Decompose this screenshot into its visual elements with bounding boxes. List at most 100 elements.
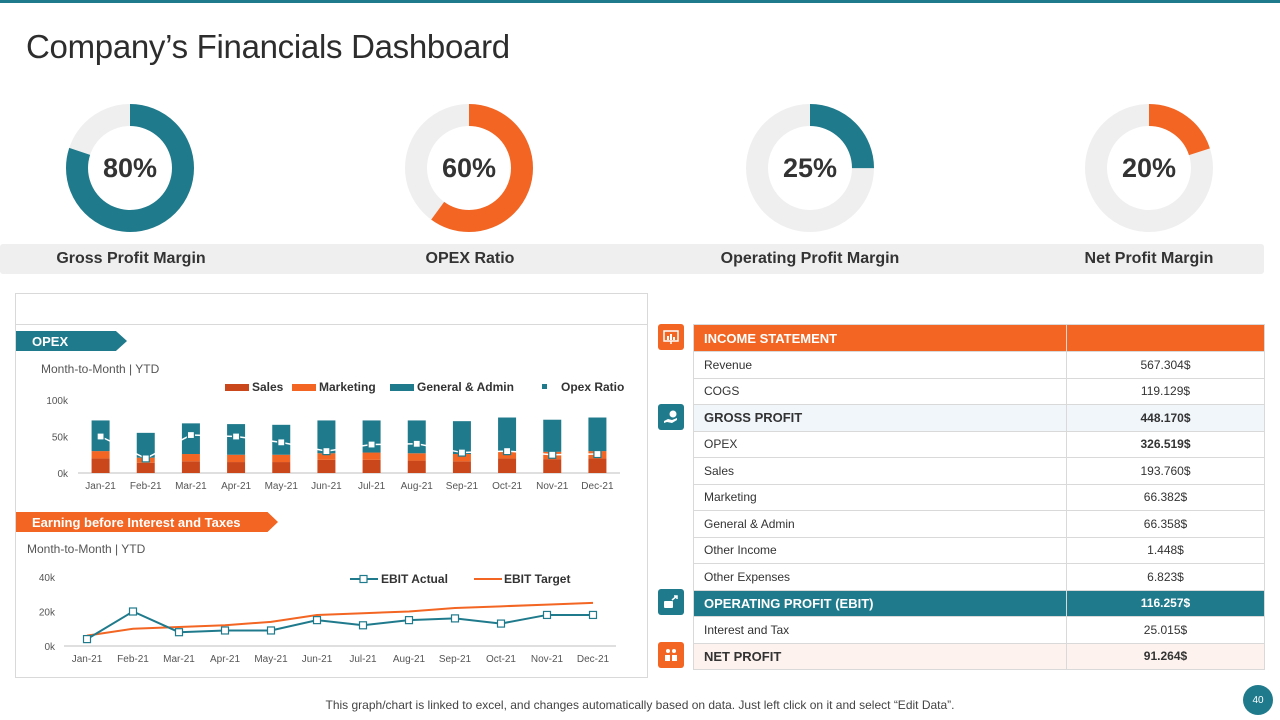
opex-x-tick: Jul-21 [358, 481, 386, 492]
opex-y-tick: 100k [46, 396, 69, 407]
opex-x-tick: Apr-21 [221, 481, 251, 492]
opex-legend-swatch [390, 384, 414, 391]
opex-bar-marketing [452, 454, 471, 462]
kpi-donut-opex-ratio[interactable]: 60% [405, 104, 533, 232]
opex-ratio-point [593, 449, 602, 459]
row-label: Sales [693, 457, 1067, 485]
opex-ratio-point [141, 454, 150, 463]
opex-bar-sales [272, 462, 291, 473]
page-number: 40 [1243, 685, 1273, 715]
opex-ratio-point [367, 440, 376, 449]
ebit-actual-point [404, 616, 414, 625]
row-value: 6.823$ [1066, 563, 1265, 591]
table-row[interactable]: OPEX 326.519$ [693, 430, 1265, 458]
table-row[interactable]: Revenue 567.304$ [693, 351, 1265, 379]
opex-ratio-point [457, 448, 467, 457]
opex-ratio-line [100, 434, 598, 460]
opex-ratio-point [502, 447, 512, 456]
opex-legend-label: Sales [252, 380, 284, 394]
opex-y-tick: 50k [52, 433, 69, 444]
row-value: 567.304$ [1066, 351, 1265, 379]
table-row[interactable]: General & Admin 66.358$ [693, 510, 1265, 538]
ebit-actual-point [312, 616, 322, 625]
opex-section-tag: OPEX [16, 331, 127, 351]
table-row[interactable]: COGS 119.129$ [693, 377, 1265, 405]
row-value: 25.015$ [1066, 616, 1265, 644]
table-row[interactable]: Marketing 66.382$ [693, 483, 1265, 511]
kpi-arc [746, 104, 874, 232]
opex-bar-sales [452, 461, 471, 473]
operating-profit-icon [658, 589, 684, 615]
opex-bar-marketing [272, 454, 291, 463]
row-label: Revenue [693, 351, 1067, 379]
opex-bar-general-admin [452, 421, 471, 455]
opex-ratio-point [322, 447, 331, 456]
ebit-legend-label: EBIT Target [504, 572, 570, 586]
opex-legend-label: Marketing [319, 380, 376, 394]
opex-legend-swatch [542, 384, 547, 389]
opex-subtitle: Month-to-Month | YTD [41, 362, 160, 376]
opex-ratio-point [186, 430, 196, 440]
opex-ratio-point [548, 450, 557, 459]
ebit-actual-point [450, 614, 460, 623]
row-label: Interest and Tax [693, 616, 1067, 644]
table-row[interactable]: Sales 193.760$ [693, 457, 1265, 485]
ebit-x-tick: Mar-21 [163, 654, 195, 665]
opex-bar-sales [181, 461, 200, 473]
opex-legend-label: General & Admin [417, 380, 514, 394]
opex-x-tick: Jan-21 [85, 481, 116, 492]
ebit-x-tick: Jul-21 [349, 654, 377, 665]
ebit-subtitle: Month-to-Month | YTD [27, 542, 146, 556]
table-row-gross-profit[interactable]: GROSS PROFIT 448.170$ [693, 404, 1265, 432]
ebit-actual-point [266, 626, 276, 635]
income-statement-table: INCOME STATEMENT Revenue 567.304$ COGS 119… [693, 324, 1265, 670]
opex-x-tick: Dec-21 [581, 481, 614, 492]
ebit-x-tick: Nov-21 [531, 654, 564, 665]
table-row-operating-profit[interactable]: OPERATING PROFIT (EBIT) 116.257$ [693, 589, 1265, 617]
row-label: Other Income [693, 536, 1067, 564]
income-statement-icon [658, 324, 684, 350]
row-value: 448.170$ [1066, 404, 1265, 432]
kpi-donut-operating-profit-margin[interactable]: 25% [746, 104, 874, 232]
kpi-label-net-profit-margin: Net Profit Margin [1084, 250, 1214, 267]
row-label: OPERATING PROFIT (EBIT) [693, 589, 1067, 617]
net-profit-icon [658, 642, 684, 668]
opex-bar-marketing [91, 451, 110, 459]
opex-bar-sales [136, 462, 155, 473]
opex-ratio-point [412, 439, 421, 448]
ebit-x-tick: Jun-21 [302, 654, 333, 665]
opex-bar-sales [498, 458, 517, 473]
kpi-value: 80% [102, 152, 158, 183]
opex-legend-swatch [225, 384, 249, 391]
opex-bar-general-admin [317, 420, 336, 454]
ebit-x-tick: Sep-21 [439, 654, 472, 665]
ebit-line-ebit-target [86, 601, 594, 637]
ebit-actual-point [220, 626, 230, 635]
opex-legend-swatch [292, 384, 316, 391]
opex-legend-label: Opex Ratio [561, 380, 624, 394]
ebit-line-ebit-actual [86, 610, 593, 640]
opex-bar-general-admin [136, 432, 155, 458]
kpi-value: 60% [441, 152, 497, 183]
opex-x-tick: Feb-21 [130, 481, 162, 492]
kpi-label-band [0, 244, 1264, 274]
opex-bar-marketing [181, 454, 200, 462]
table-row[interactable]: Interest and Tax 25.015$ [693, 616, 1265, 644]
ebit-x-tick: May-21 [254, 654, 288, 665]
kpi-donut-gross-profit-margin[interactable]: 80% [66, 104, 194, 232]
opex-bar-sales [407, 460, 426, 473]
row-value: 66.382$ [1066, 483, 1265, 511]
opex-bar-general-admin [588, 417, 607, 452]
kpi-label-gross-profit-margin: Gross Profit Margin [56, 250, 206, 267]
row-value: 326.519$ [1066, 430, 1265, 458]
opex-y-tick: 0k [57, 469, 69, 480]
kpi-donut-net-profit-margin[interactable]: 20% [1085, 104, 1213, 232]
table-row[interactable]: Other Income 1.448$ [693, 536, 1265, 564]
table-row[interactable]: Other Expenses 6.823$ [693, 563, 1265, 591]
row-label: GROSS PROFIT [693, 404, 1067, 432]
opex-bar-marketing [227, 454, 246, 463]
table-row-net-profit[interactable]: NET PROFIT 91.264$ [693, 642, 1265, 670]
ebit-x-tick: Apr-21 [210, 654, 240, 665]
kpi-label-operating-profit-margin: Operating Profit Margin [720, 250, 900, 267]
